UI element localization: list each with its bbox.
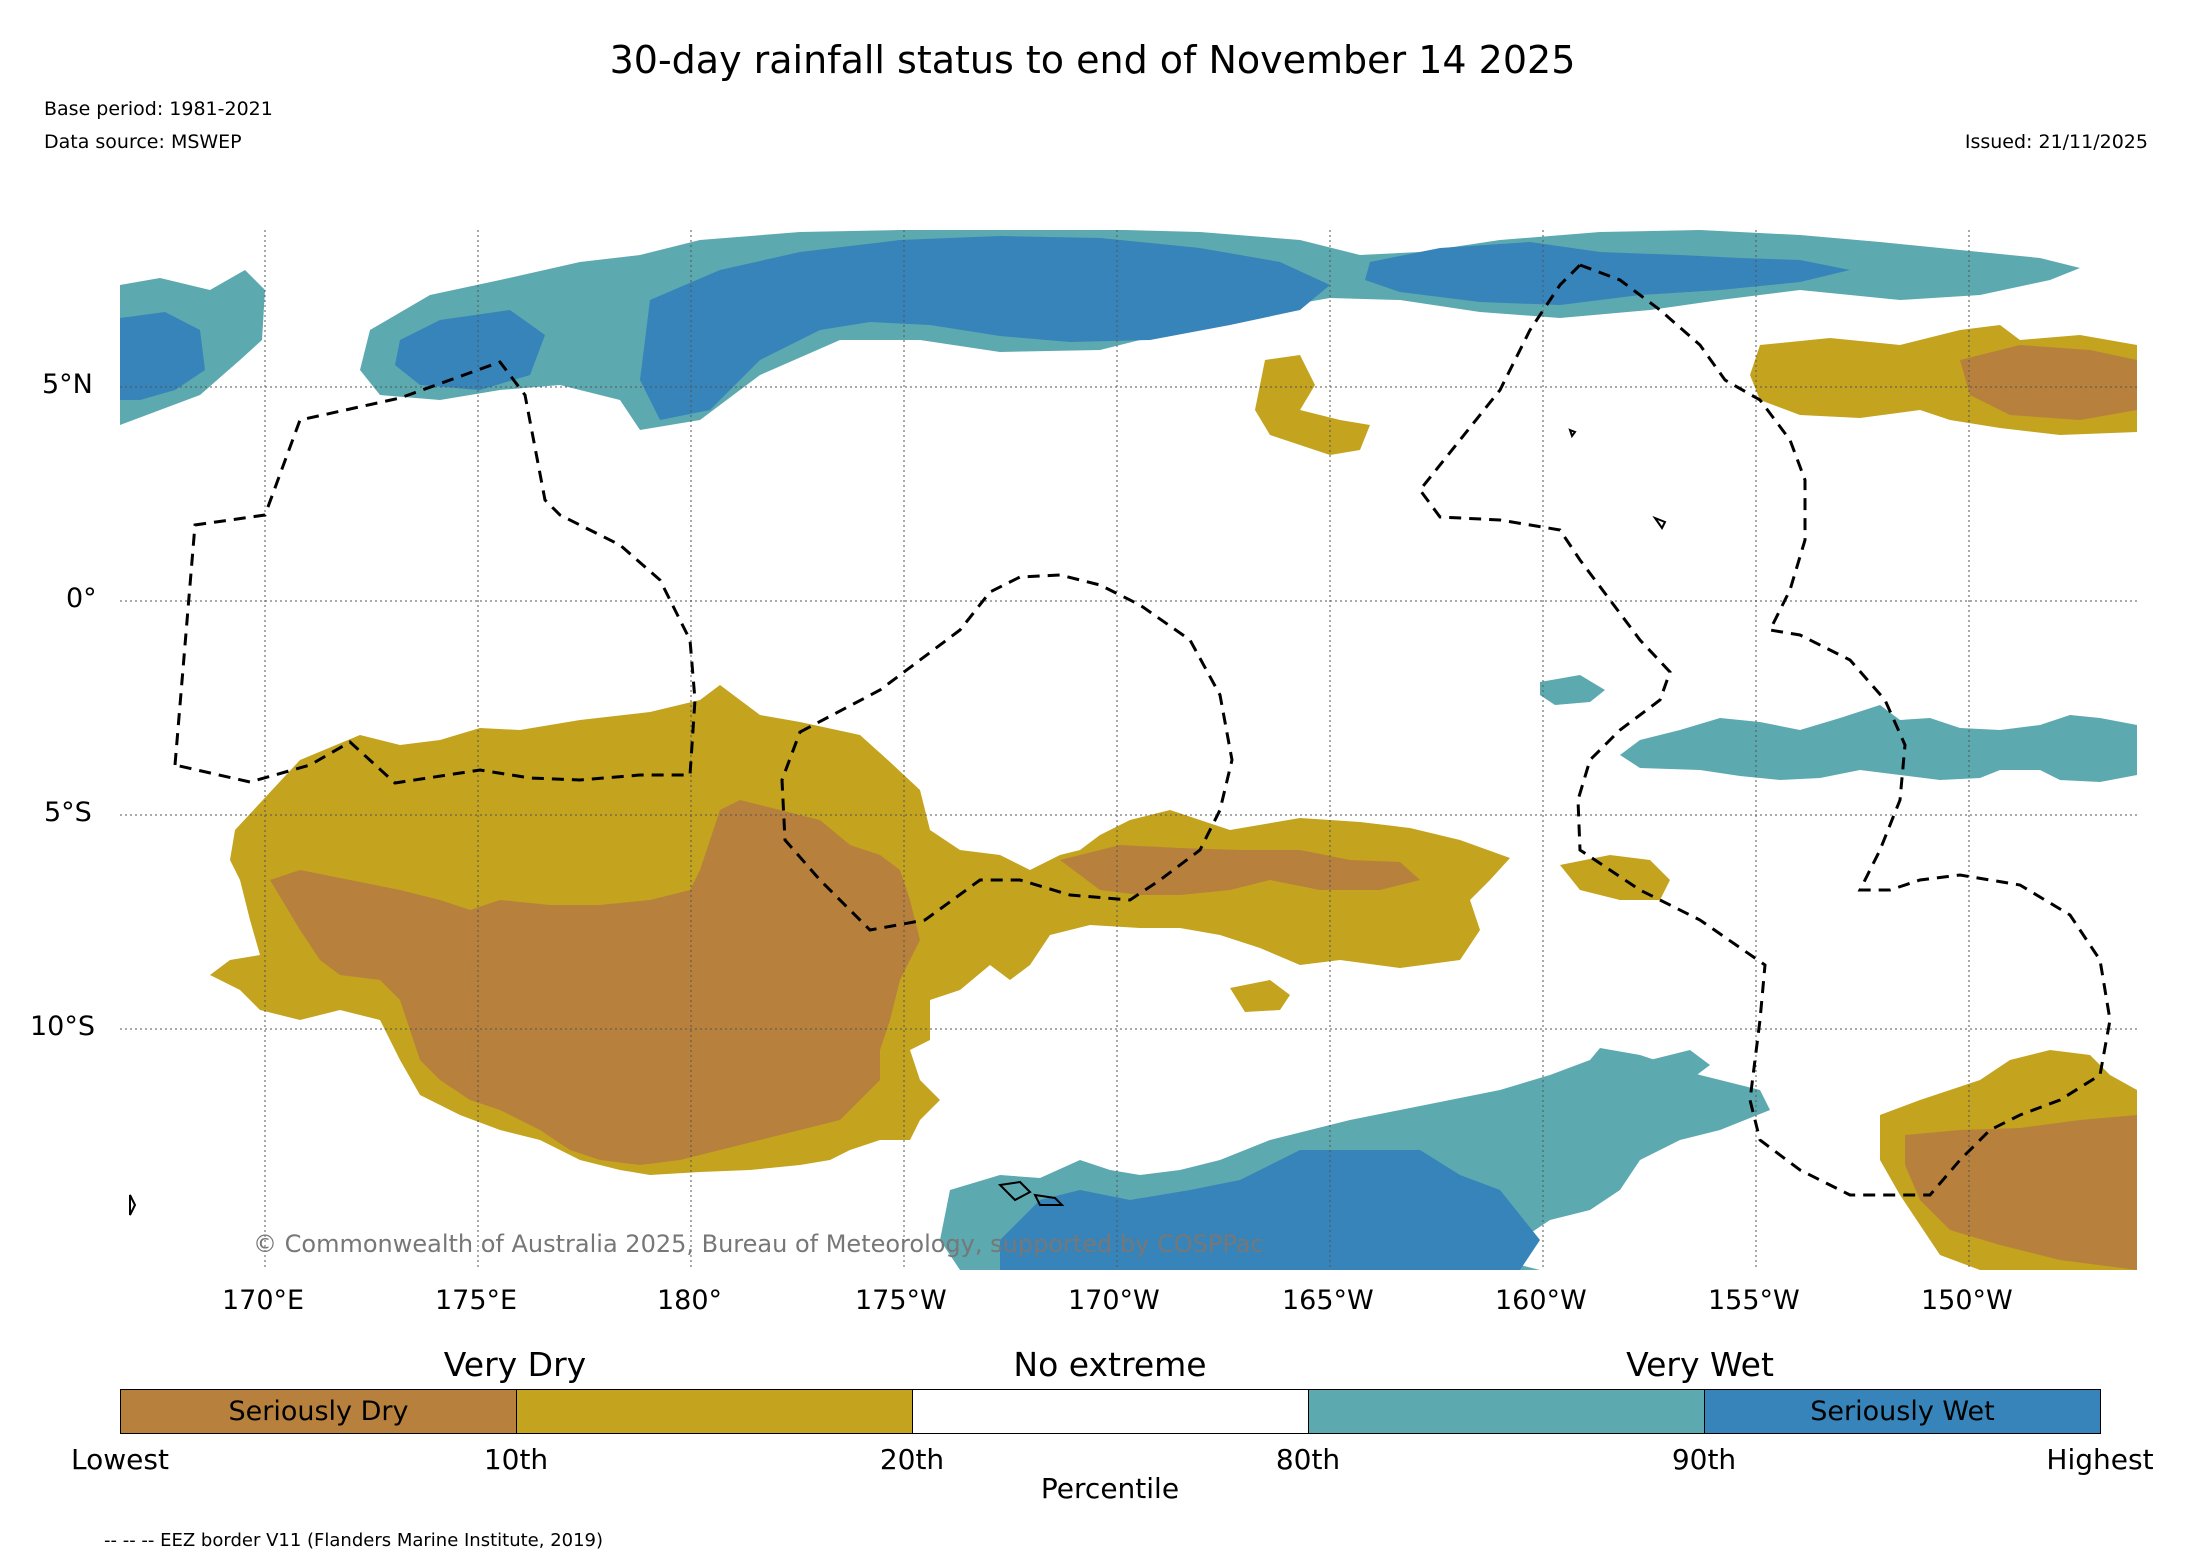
- lon-label-165w: 165°W: [1282, 1285, 1374, 1316]
- legend-tick-80th: 80th: [1275, 1443, 1341, 1476]
- seriously-wet-region-north-central: [640, 236, 1330, 420]
- legend-group-no-extreme: No extreme: [1013, 1345, 1207, 1384]
- lon-label-170e: 170°E: [222, 1285, 305, 1316]
- legend-tick-10th: 10th: [483, 1443, 549, 1476]
- dry-region-north-mid: [1255, 355, 1370, 455]
- rainfall-regions: [120, 230, 2137, 1270]
- islands: [129, 428, 1667, 1216]
- wet-region-east: [1620, 705, 2137, 782]
- legend-axis-title: Percentile: [1040, 1472, 1180, 1505]
- lon-label-160w: 160°W: [1495, 1285, 1587, 1316]
- base-period: Base period: 1981-2021: [44, 98, 273, 120]
- legend-no-extreme: [912, 1389, 1309, 1434]
- seriously-dry-region-south-east: [1905, 1115, 2137, 1270]
- lat-label-5n: 5°N: [42, 369, 93, 400]
- lon-label-155w: 155°W: [1708, 1285, 1800, 1316]
- lon-label-150w: 150°W: [1921, 1285, 2013, 1316]
- eez-note: -- -- -- EEZ border V11 (Flanders Marine…: [104, 1530, 604, 1551]
- lon-label-175e: 175°E: [435, 1285, 518, 1316]
- legend-seriously-dry: Seriously Dry: [120, 1389, 517, 1434]
- graticule: [120, 230, 2137, 1270]
- lat-label-5s: 5°S: [44, 797, 92, 828]
- seriously-dry-region-south-central: [1060, 845, 1420, 895]
- eez-borders: [173, 263, 2112, 1197]
- legend-group-very-dry: Very Dry: [443, 1345, 587, 1384]
- seriously-wet-region-north-west: [120, 312, 205, 400]
- legend-very-wet: [1308, 1389, 1705, 1434]
- legend-seriously-wet: Seriously Wet: [1704, 1389, 2101, 1434]
- legend-tick-lowest: Lowest: [71, 1443, 169, 1476]
- legend-tick-highest: Highest: [2046, 1443, 2154, 1476]
- seriously-dry-region-south-west: [270, 800, 920, 1165]
- seriously-wet-region-north-east: [1365, 242, 1850, 305]
- dry-region-south-mid: [1560, 855, 1670, 900]
- seriously-dry-region-north-east: [1960, 345, 2137, 420]
- lon-label-170w: 170°W: [1068, 1285, 1160, 1316]
- lat-label-10s: 10°S: [30, 1011, 95, 1042]
- legend-group-very-wet: Very Wet: [1626, 1345, 1774, 1384]
- map-title: 30-day rainfall status to end of Novembe…: [609, 38, 1576, 82]
- lat-label-0: 0°: [66, 583, 97, 614]
- wet-region-east-small: [1540, 675, 1605, 705]
- wet-region-south-east-small: [1650, 1050, 1710, 1080]
- issued-date: Issued: 21/11/2025: [1964, 131, 2148, 153]
- dry-region-south-small: [1230, 980, 1290, 1012]
- lon-label-180: 180°: [657, 1285, 723, 1316]
- seriously-wet-region-south-central: [1000, 1150, 1540, 1270]
- legend-very-dry: [516, 1389, 913, 1434]
- legend-tick-90th: 90th: [1671, 1443, 1737, 1476]
- copyright-notice: © Commonwealth of Australia 2025, Bureau…: [253, 1230, 1264, 1258]
- legend-tick-20th: 20th: [879, 1443, 945, 1476]
- seriously-wet-region-north-band: [395, 310, 545, 390]
- lon-label-175w: 175°W: [855, 1285, 947, 1316]
- data-source: Data source: MSWEP: [44, 131, 242, 153]
